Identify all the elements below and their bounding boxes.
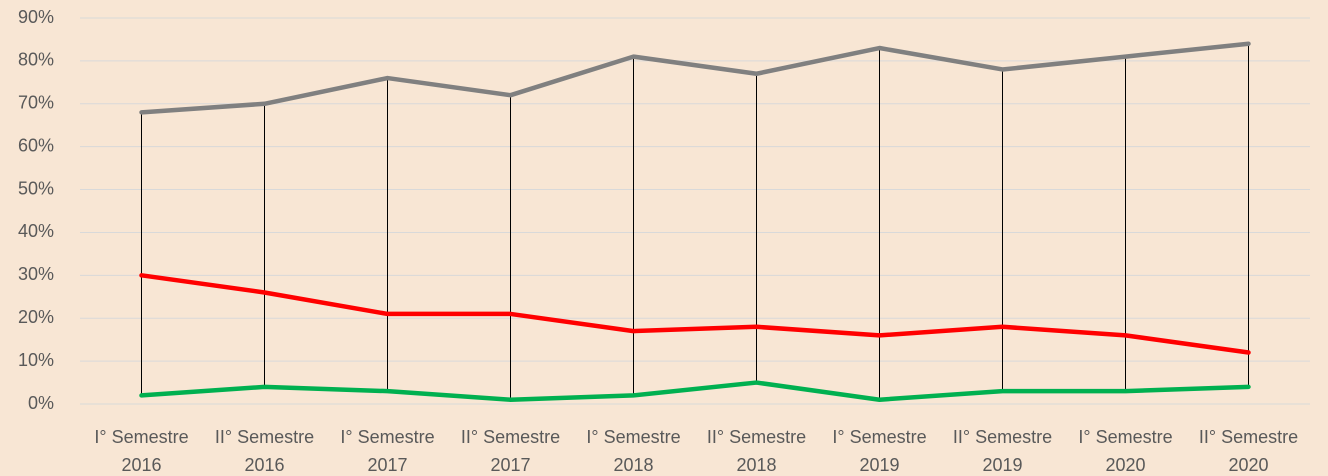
series-line	[139, 380, 1251, 402]
x-tick-label: II° Semestre 2020	[1199, 427, 1298, 475]
y-tick-label: 40%	[18, 221, 54, 241]
y-tick-label: 10%	[18, 350, 54, 370]
y-tick-label: 90%	[18, 7, 54, 27]
x-tick-label: I° Semestre 2017	[340, 427, 434, 475]
y-tick-label: 20%	[18, 307, 54, 327]
x-tick-label: I° Semestre 2019	[832, 427, 926, 475]
y-tick-label: 0%	[28, 393, 54, 413]
x-tick-label: I° Semestre 2018	[586, 427, 680, 475]
y-tick-label: 80%	[18, 50, 54, 70]
y-tick-label: 60%	[18, 135, 54, 155]
series-line	[139, 41, 1251, 115]
x-tick-label: I° Semestre 2016	[94, 427, 188, 475]
y-tick-label: 50%	[18, 178, 54, 198]
x-tick-label: I° Semestre 2020	[1078, 427, 1172, 475]
y-tick-label: 30%	[18, 264, 54, 284]
x-tick-label: II° Semestre 2016	[215, 427, 314, 475]
x-tick-label: II° Semestre 2018	[707, 427, 806, 475]
x-tick-label: II° Semestre 2017	[461, 427, 560, 475]
series-line	[139, 273, 1251, 355]
y-tick-label: 70%	[18, 93, 54, 113]
x-tick-label: II° Semestre 2019	[953, 427, 1052, 475]
